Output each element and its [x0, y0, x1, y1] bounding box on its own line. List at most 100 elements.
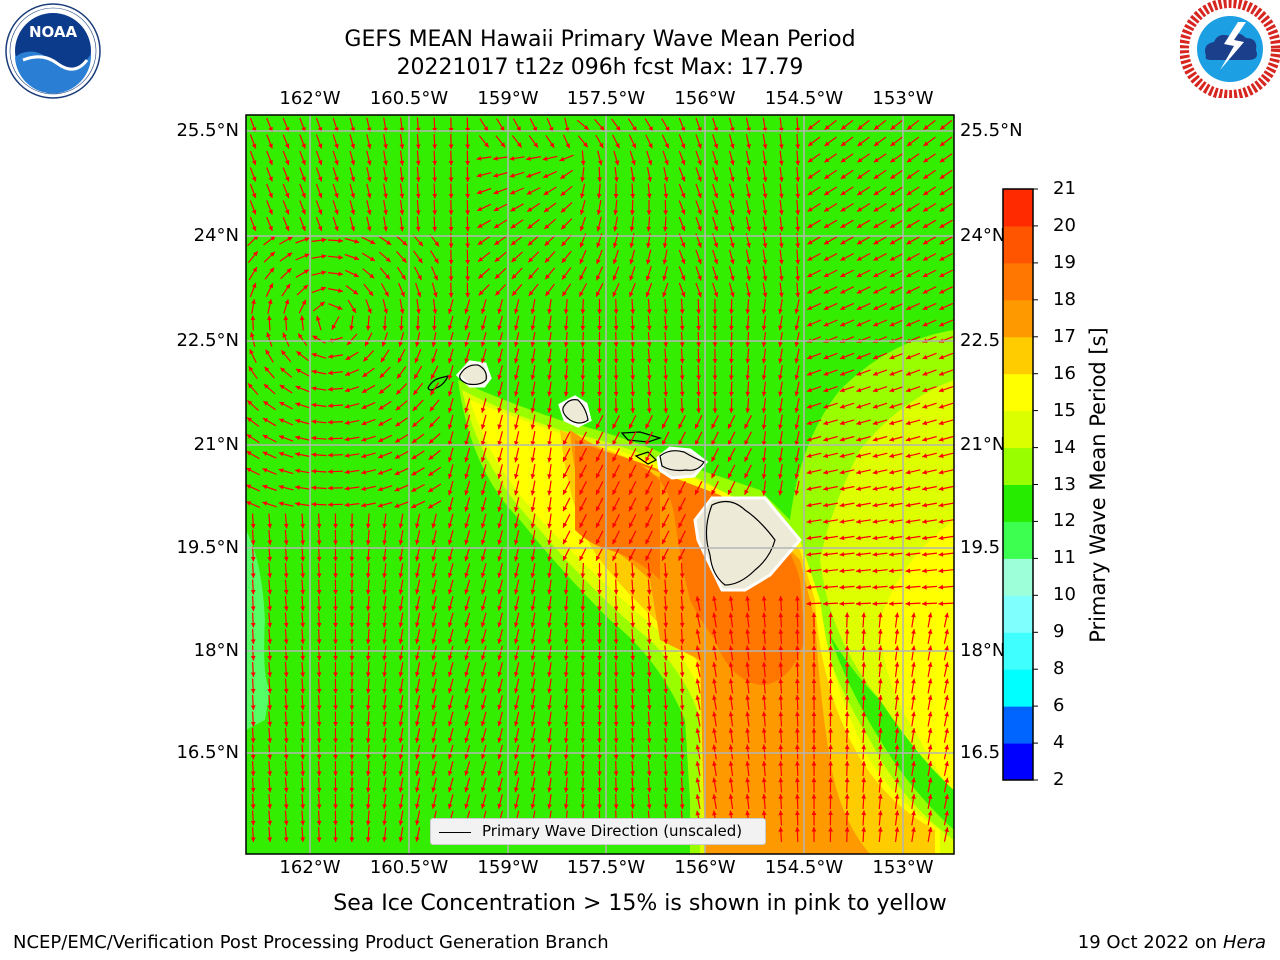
- wave-arrow-head: [828, 662, 833, 667]
- wave-arrow-head: [646, 771, 652, 776]
- wave-arrow-head: [480, 556, 486, 562]
- wave-arrow-head: [894, 728, 900, 733]
- colorbar-segment: [1003, 373, 1033, 412]
- wave-arrow-head: [476, 189, 482, 195]
- wave-arrow-head: [361, 502, 367, 508]
- wave-arrow-head: [316, 556, 322, 562]
- wave-arrow-head: [890, 190, 896, 196]
- wave-arrow-head: [447, 523, 453, 529]
- wave-arrow-head: [762, 226, 768, 232]
- wave-arrow-head: [922, 469, 928, 475]
- colorbar-tick-label: 16: [1053, 362, 1076, 384]
- wave-arrow-head: [794, 325, 800, 331]
- wave-arrow-head: [431, 374, 436, 380]
- wave-arrow-head: [398, 820, 404, 826]
- wave-arrow-head: [889, 519, 894, 524]
- wave-arrow-head: [267, 804, 273, 809]
- wave-arrow-head: [497, 308, 503, 314]
- wave-arrow-head: [811, 777, 817, 782]
- wave-arrow-head: [663, 754, 669, 760]
- legend-line-swatch: [439, 832, 471, 833]
- wave-arrow-head: [415, 177, 421, 182]
- wave-arrow-head: [940, 124, 946, 130]
- wave-arrow-head: [873, 239, 879, 245]
- wave-arrow-head: [350, 209, 356, 215]
- wave-arrow-head: [349, 804, 355, 809]
- wave-arrow-head: [495, 273, 500, 279]
- wave-arrow-head: [415, 721, 420, 727]
- wave-arrow-head: [794, 473, 800, 479]
- wave-arrow-head: [778, 441, 783, 446]
- wave-arrow-head: [283, 837, 289, 842]
- wave-arrow-head: [873, 174, 879, 179]
- wave-arrow-head: [480, 754, 486, 760]
- wave-arrow-head: [906, 305, 912, 310]
- wave-arrow-head: [246, 434, 252, 439]
- wave-arrow-head: [713, 259, 719, 265]
- wave-arrow-head: [580, 721, 586, 727]
- wave-arrow-head: [779, 127, 784, 133]
- colorbar-segment: [1003, 743, 1033, 781]
- wave-arrow-head: [629, 275, 634, 281]
- wave-arrow-head: [663, 408, 669, 413]
- wave-arrow-head: [418, 241, 423, 247]
- wave-arrow-head: [399, 309, 405, 314]
- wave-arrow-head: [361, 453, 367, 459]
- wave-arrow-head: [911, 678, 916, 684]
- wave-arrow-head: [563, 489, 568, 495]
- wave-arrow-head: [480, 539, 486, 545]
- wave-arrow-head: [824, 223, 830, 228]
- wave-arrow-head: [778, 342, 783, 347]
- wave-arrow-head: [365, 622, 371, 628]
- wave-arrow-head: [794, 424, 800, 430]
- wave-arrow-head: [794, 308, 800, 314]
- wave-arrow-head: [368, 290, 374, 296]
- wave-arrow-head: [794, 490, 800, 496]
- wave-arrow-head: [597, 309, 602, 314]
- wave-arrow-head: [905, 601, 911, 607]
- wave-arrow-head: [597, 590, 602, 595]
- wave-arrow-head: [597, 804, 602, 809]
- wave-arrow-head: [762, 292, 768, 298]
- wave-arrow-head: [511, 274, 517, 279]
- wave-arrow-head: [939, 354, 945, 360]
- wave-arrow-head: [856, 256, 862, 261]
- wave-arrow-head: [480, 457, 486, 463]
- wave-arrow-head: [563, 787, 569, 793]
- wave-arrow-head: [510, 223, 516, 229]
- wave-arrow-head: [480, 655, 486, 661]
- wave-arrow-head: [872, 584, 878, 590]
- wave-arrow-head: [317, 209, 323, 215]
- wave-arrow-head: [857, 141, 863, 146]
- wave-arrow-head: [923, 157, 929, 163]
- wave-arrow-head: [344, 486, 350, 491]
- wave-arrow-head: [412, 406, 418, 411]
- wave-arrow-head: [448, 177, 454, 182]
- wave-arrow-head: [872, 552, 878, 557]
- wave-arrow-head: [431, 787, 437, 793]
- wave-arrow-head: [663, 655, 669, 661]
- wave-arrow-head: [530, 705, 536, 710]
- wave-arrow-head: [363, 356, 369, 362]
- wave-arrow-head: [300, 837, 306, 842]
- wave-arrow-head: [295, 485, 300, 490]
- wave-arrow-head: [894, 645, 900, 651]
- wave-arrow-head: [415, 341, 420, 347]
- wave-arrow-head: [713, 176, 719, 182]
- wave-arrow-head: [464, 787, 469, 793]
- wave-arrow-head: [828, 810, 833, 815]
- wave-arrow-head: [530, 424, 536, 430]
- wave-arrow-head: [778, 662, 784, 667]
- wave-arrow-head: [662, 522, 667, 528]
- wave-arrow-head: [350, 160, 356, 166]
- wave-arrow-head: [823, 552, 828, 557]
- wave-arrow-head: [856, 322, 862, 327]
- wave-arrow-head: [761, 711, 767, 717]
- wave-arrow-head: [597, 672, 602, 677]
- map-legend: Primary Wave Direction (unscaled): [430, 818, 766, 845]
- wave-arrow-head: [311, 485, 317, 491]
- tick-label: 160.5°W: [369, 857, 449, 878]
- wave-arrow-head: [384, 291, 389, 297]
- tick-label: 154.5°W: [764, 857, 844, 878]
- wave-arrow-head: [939, 190, 945, 196]
